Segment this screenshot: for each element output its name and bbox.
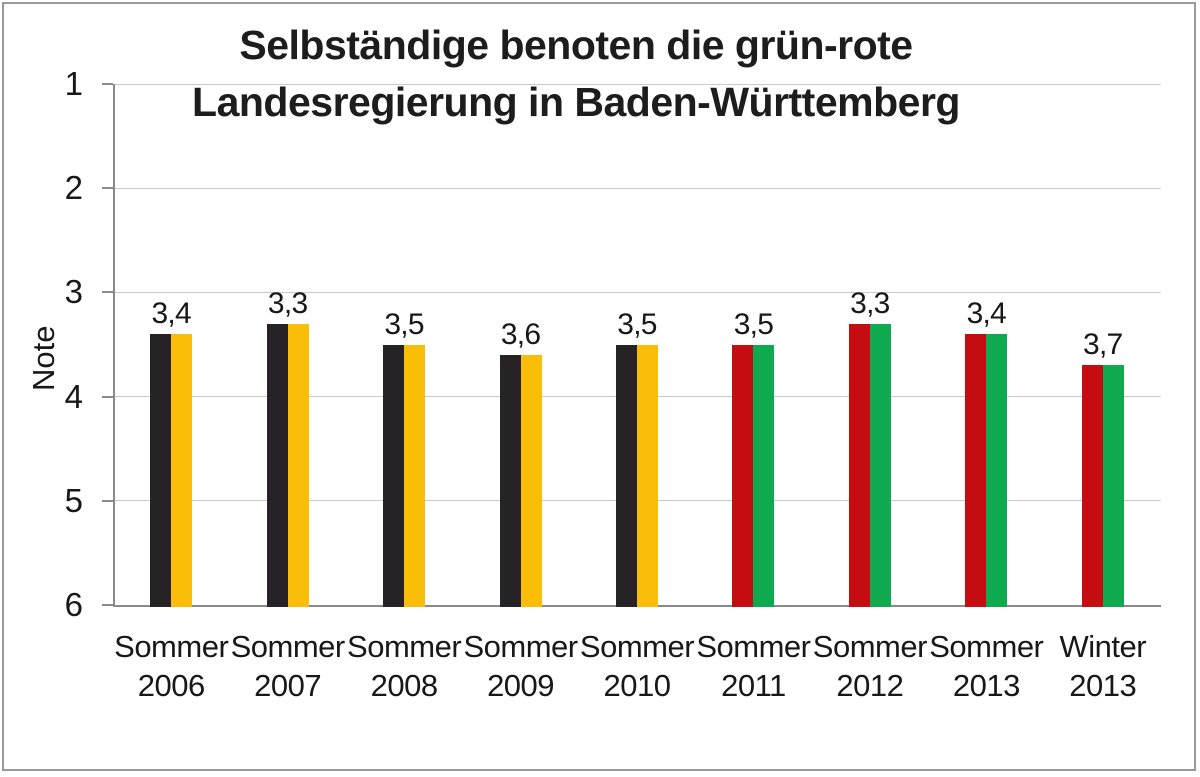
bar-left-bar-sommer-2010: [616, 344, 637, 607]
bar-left-bar-sommer-2011: [732, 344, 754, 607]
data-label-sommer-2010: 3,5: [617, 307, 657, 341]
data-label-sommer-2006: 3,4: [151, 297, 191, 331]
data-label-sommer-2013: 3,4: [966, 297, 1007, 331]
data-label-sommer-2007: 3,3: [267, 286, 308, 320]
gridline-3: [113, 291, 1161, 293]
x-category-label-line1: Sommer: [696, 629, 811, 664]
bar-right-bar-sommer-2013: [986, 334, 1008, 607]
y-tick-1: [102, 83, 113, 85]
bar-left-bar-winter-2013: [1081, 365, 1103, 607]
bar-left-bar-sommer-2013: [965, 334, 987, 607]
gridline-2: [113, 187, 1161, 189]
bar-right-bar-winter-2013: [1102, 365, 1124, 607]
data-label-winter-2013: 3,7: [1083, 328, 1123, 362]
bar-right-bar-sommer-2010: [637, 344, 658, 607]
y-tick-2: [102, 187, 113, 190]
x-category-label-winter-2013: Winter 2013: [1043, 627, 1163, 705]
x-category-label-line2: 2013: [1069, 668, 1137, 703]
x-category-label-line2: 2009: [487, 668, 555, 703]
y-tick-5: [102, 499, 113, 502]
x-category-label-sommer-2013: Sommer 2013: [926, 627, 1046, 705]
x-category-label-line1: Winter: [1059, 629, 1147, 664]
x-category-label-line1: Sommer: [579, 629, 695, 664]
bar-right-bar-sommer-2009: [520, 354, 542, 607]
data-label-sommer-2012: 3,3: [850, 286, 890, 320]
x-category-label-line2: 2011: [721, 668, 786, 703]
y-tick-label-2: 2: [64, 169, 83, 207]
x-category-label-line1: Sommer: [230, 629, 346, 664]
y-tick-label-6: 6: [64, 586, 83, 623]
y-tick-label-5: 5: [64, 481, 83, 519]
data-label-sommer-2008: 3,5: [384, 307, 424, 341]
y-axis-title: Note: [26, 325, 61, 391]
bar-right-bar-sommer-2012: [869, 323, 891, 607]
x-category-label-line2: 2008: [370, 668, 438, 703]
y-tick-label-1: 1: [64, 65, 83, 102]
x-category-label-line1: Sommer: [114, 629, 229, 664]
bar-right-bar-sommer-2006: [171, 334, 193, 607]
bar-left-bar-sommer-2009: [499, 354, 521, 607]
x-category-label-line2: 2013: [952, 668, 1020, 703]
x-category-label-line2: 2007: [254, 668, 322, 703]
bar-right-bar-sommer-2007: [287, 323, 309, 607]
x-category-label-line1: Sommer: [463, 629, 578, 664]
y-tick-6: [102, 604, 113, 606]
x-category-label-line1: Sommer: [929, 629, 1044, 664]
bar-left-bar-sommer-2006: [150, 334, 172, 607]
y-axis-line: [113, 84, 115, 607]
x-category-label-line1: Sommer: [812, 629, 928, 664]
x-category-label-sommer-2009: Sommer 2009: [461, 627, 581, 705]
x-category-label-sommer-2008: Sommer 2008: [344, 627, 464, 705]
x-category-label-sommer-2012: Sommer 2012: [810, 627, 930, 705]
bar-left-bar-sommer-2008: [383, 344, 405, 607]
x-category-label-sommer-2011: Sommer 2011: [693, 627, 813, 705]
x-category-label-line2: 2006: [137, 668, 205, 703]
x-category-label-line2: 2010: [603, 668, 671, 703]
x-category-label-line1: Sommer: [347, 629, 462, 664]
y-tick-label-4: 4: [64, 377, 83, 415]
y-tick-3: [102, 291, 113, 294]
x-category-label-sommer-2006: Sommer 2006: [111, 627, 231, 705]
chart-title-line-1: Selbständige benoten die grün-rote: [239, 22, 913, 68]
data-label-sommer-2009: 3,6: [500, 317, 541, 351]
chart-title-line-2: Landesregierung in Baden-Württemberg: [192, 79, 960, 125]
x-category-label-sommer-2007: Sommer 2007: [228, 627, 348, 705]
x-category-label-sommer-2010: Sommer 2010: [577, 627, 697, 705]
bar-right-bar-sommer-2011: [753, 344, 775, 607]
bar-left-bar-sommer-2007: [266, 323, 288, 607]
bar-left-bar-sommer-2012: [848, 323, 870, 607]
gridline-1: [113, 83, 1161, 85]
y-tick-label-3: 3: [64, 273, 83, 311]
x-category-label-line2: 2012: [836, 668, 904, 703]
bar-right-bar-sommer-2008: [404, 344, 426, 607]
data-label-sommer-2011: 3,5: [733, 307, 774, 341]
y-tick-4: [102, 395, 113, 398]
